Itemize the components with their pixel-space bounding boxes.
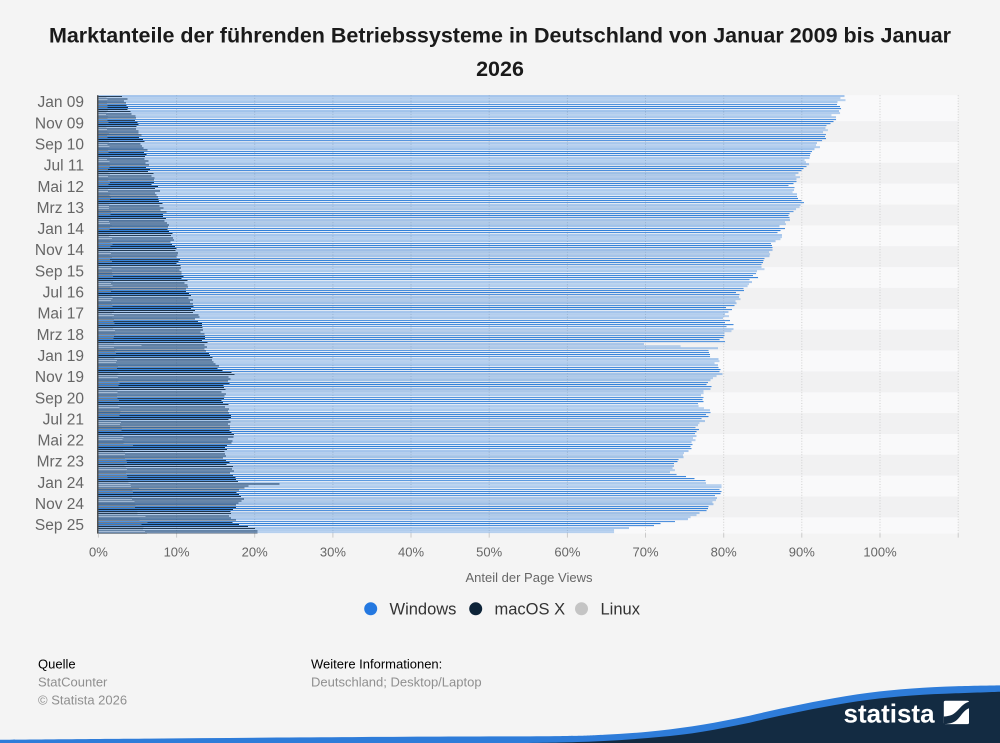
svg-text:Sep 10: Sep 10 <box>35 137 85 154</box>
svg-text:0%: 0% <box>89 545 108 560</box>
svg-text:10%: 10% <box>164 545 190 560</box>
svg-text:StatCounter: StatCounter <box>38 675 108 690</box>
svg-text:70%: 70% <box>632 545 658 560</box>
svg-text:Jul 21: Jul 21 <box>43 411 84 428</box>
svg-text:30%: 30% <box>320 545 346 560</box>
svg-text:80%: 80% <box>711 545 737 560</box>
svg-text:Mrz 23: Mrz 23 <box>37 454 84 471</box>
svg-text:Sep 15: Sep 15 <box>35 263 84 280</box>
svg-text:Jan 14: Jan 14 <box>37 221 84 238</box>
svg-text:Marktanteile der führenden Bet: Marktanteile der führenden Betriebssyste… <box>49 24 952 48</box>
svg-text:Sep 25: Sep 25 <box>35 517 84 534</box>
svg-text:macOS X: macOS X <box>495 601 566 619</box>
svg-text:Nov 19: Nov 19 <box>35 369 84 386</box>
svg-text:60%: 60% <box>554 545 580 560</box>
svg-text:statista: statista <box>844 699 936 729</box>
svg-text:20%: 20% <box>242 545 268 560</box>
svg-text:© Statista 2026: © Statista 2026 <box>38 693 127 708</box>
svg-text:Jul 16: Jul 16 <box>43 285 84 302</box>
svg-text:Linux: Linux <box>601 601 641 619</box>
svg-text:Weitere Informationen:: Weitere Informationen: <box>311 657 442 672</box>
svg-text:Mai 22: Mai 22 <box>37 433 84 450</box>
svg-text:Anteil der Page Views: Anteil der Page Views <box>466 570 593 585</box>
svg-text:Jan 24: Jan 24 <box>37 475 84 492</box>
svg-text:Deutschland; Desktop/Laptop: Deutschland; Desktop/Laptop <box>311 675 482 690</box>
svg-text:Jul 11: Jul 11 <box>44 158 84 175</box>
svg-text:Nov 24: Nov 24 <box>35 496 84 513</box>
svg-text:50%: 50% <box>476 545 502 560</box>
svg-text:Windows: Windows <box>390 601 457 619</box>
svg-text:90%: 90% <box>789 545 815 560</box>
svg-text:Mrz 18: Mrz 18 <box>37 327 84 344</box>
svg-text:Nov 14: Nov 14 <box>35 242 84 259</box>
svg-text:Jan 09: Jan 09 <box>37 94 84 111</box>
svg-text:2026: 2026 <box>476 57 524 81</box>
svg-text:Mai 17: Mai 17 <box>37 306 84 323</box>
svg-text:Jan 19: Jan 19 <box>37 348 84 365</box>
svg-text:Sep 20: Sep 20 <box>35 390 85 407</box>
svg-text:100%: 100% <box>863 545 897 560</box>
svg-text:Mai 12: Mai 12 <box>37 179 84 196</box>
svg-text:Nov 09: Nov 09 <box>35 115 84 132</box>
svg-text:Quelle: Quelle <box>38 657 76 672</box>
svg-text:Mrz 13: Mrz 13 <box>37 200 84 217</box>
svg-text:40%: 40% <box>398 545 424 560</box>
